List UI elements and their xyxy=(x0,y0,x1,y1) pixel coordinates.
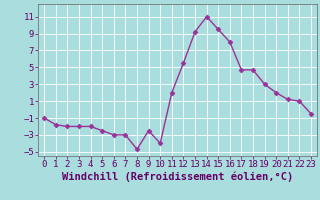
X-axis label: Windchill (Refroidissement éolien,°C): Windchill (Refroidissement éolien,°C) xyxy=(62,172,293,182)
